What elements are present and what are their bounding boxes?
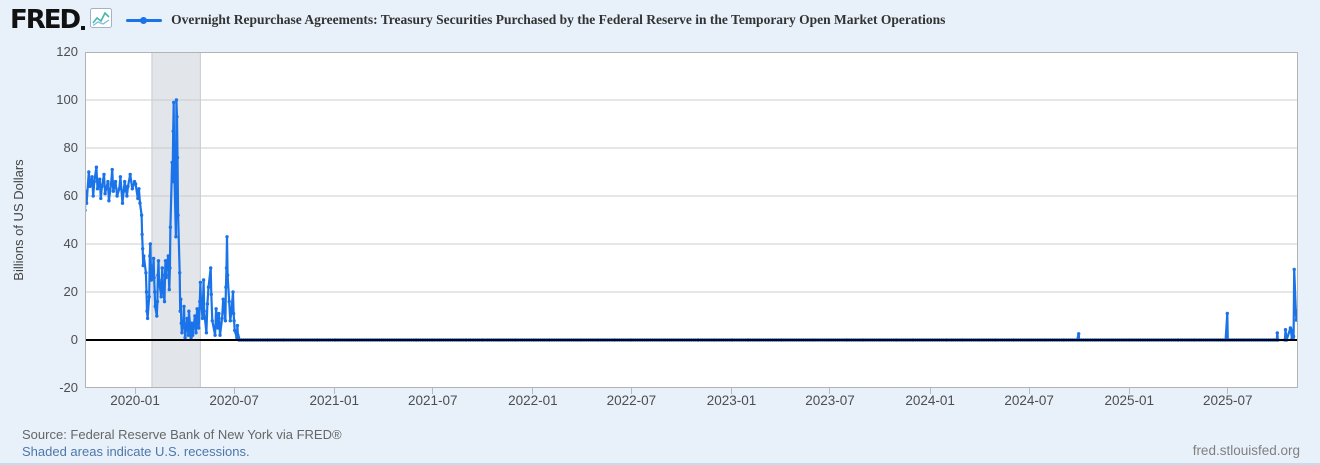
x-tick-mark <box>532 388 534 394</box>
fred-sparkline-icon <box>90 7 113 33</box>
y-tick-label: 120 <box>56 44 78 59</box>
plot-frame <box>85 52 1298 388</box>
fred-site-link[interactable]: fred.stlouisfed.org <box>1192 443 1300 458</box>
x-tick-mark <box>1028 388 1030 394</box>
x-tick-label: 2022-07 <box>606 393 657 408</box>
x-tick-label: 2023-01 <box>706 393 757 408</box>
x-tick-mark <box>333 388 335 394</box>
x-tick-mark <box>134 388 136 394</box>
y-tick-label: 100 <box>56 92 78 107</box>
x-tick-label: 2024-07 <box>1004 393 1054 408</box>
x-tick-label: 2020-07 <box>209 393 259 408</box>
x-tick-label: 2022-01 <box>508 393 558 408</box>
x-tick-mark <box>432 388 434 394</box>
fred-logo-dot <box>81 26 86 30</box>
y-tick-label: 0 <box>70 332 78 347</box>
x-tick-mark <box>233 388 235 394</box>
x-tick-mark <box>1128 388 1130 394</box>
chart-header: FRED Overnight Repurchase Agreements: Tr… <box>10 5 945 35</box>
x-tick-mark <box>630 388 632 394</box>
x-tick-label: 2023-07 <box>805 393 855 408</box>
chart-plot-area[interactable] <box>83 52 1299 388</box>
series-legend-marker <box>126 16 163 24</box>
y-tick-label: -20 <box>59 380 78 395</box>
y-tick-label: 20 <box>63 284 78 299</box>
x-tick-label: 2025-01 <box>1104 393 1155 408</box>
x-tick-mark <box>829 388 831 394</box>
plot-background <box>85 52 1298 388</box>
fred-logo[interactable]: FRED <box>10 5 81 35</box>
x-tick-label: 2020-01 <box>110 393 160 408</box>
y-tick-label: 60 <box>63 188 78 203</box>
x-tick-mark <box>730 388 732 394</box>
x-tick-label: 2024-01 <box>905 393 955 408</box>
recessions-note-link[interactable]: Shaded areas indicate U.S. recessions. <box>22 444 250 459</box>
x-tick-label: 2021-01 <box>309 393 359 408</box>
y-tick-label: 40 <box>63 236 78 251</box>
x-tick-mark <box>1227 388 1229 394</box>
x-tick-mark <box>929 388 931 394</box>
y-tick-label: 80 <box>63 140 78 155</box>
series-title[interactable]: Overnight Repurchase Agreements: Treasur… <box>171 12 946 27</box>
x-tick-label: 2025-07 <box>1203 393 1253 408</box>
bottom-edge-divider <box>0 463 1320 465</box>
x-tick-label: 2021-07 <box>407 393 458 408</box>
source-text: Source: Federal Reserve Bank of New York… <box>22 427 342 442</box>
chart-svg[interactable] <box>83 52 1299 388</box>
